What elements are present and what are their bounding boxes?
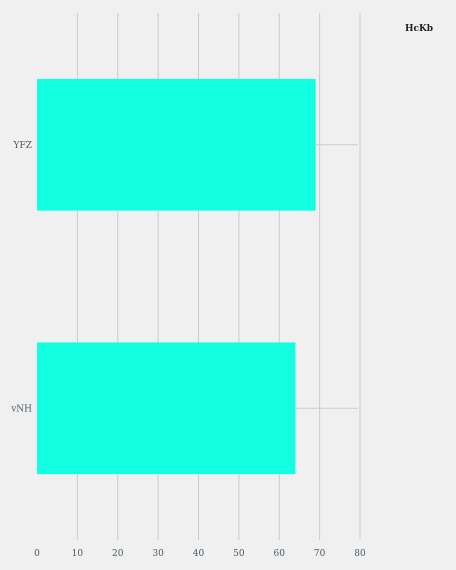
x-tick-label-70: 70 [314, 549, 326, 559]
x-axis-ticks: 0 10 20 30 40 50 60 70 80 [34, 549, 366, 559]
x-tick-label-0: 0 [34, 549, 40, 559]
bars-group [37, 79, 316, 474]
x-tick-label-20: 20 [112, 549, 124, 559]
x-tick-label-50: 50 [233, 549, 245, 559]
x-tick-label-80: 80 [354, 549, 366, 559]
x-tick-label-30: 30 [152, 549, 164, 559]
x-tick-label-40: 40 [193, 549, 205, 559]
y-tick-label-vNH: vNH [10, 404, 32, 414]
x-tick-label-10: 10 [72, 549, 84, 559]
x-tick-label-60: 60 [274, 549, 286, 559]
y-tick-label-YFZ: YFZ [13, 141, 32, 151]
legend-title: HcKb [405, 24, 433, 34]
bar-YFZ [37, 79, 316, 211]
y-axis-ticks: YFZ vNH [10, 141, 32, 415]
bar-vNH [37, 342, 295, 474]
